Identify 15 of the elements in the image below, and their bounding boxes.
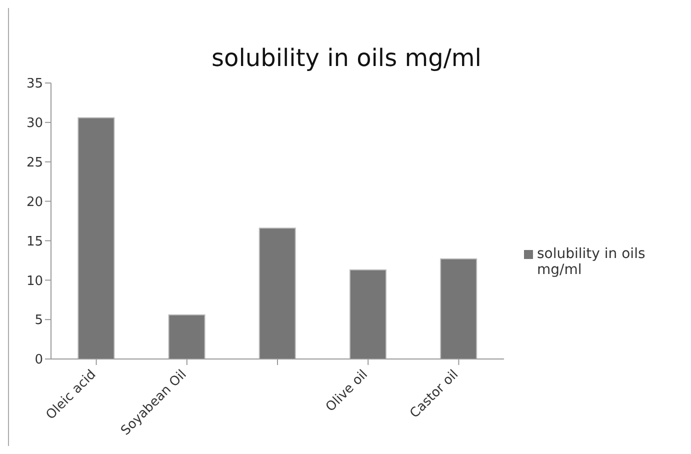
y-tick-label: 20 xyxy=(26,194,43,210)
bar xyxy=(168,314,206,359)
y-tick-label: 25 xyxy=(26,155,43,170)
chart-title: solubility in oils mg/ml xyxy=(210,43,482,74)
y-tick-label: 5 xyxy=(34,313,43,328)
bar xyxy=(78,117,115,359)
y-tick-label: 35 xyxy=(26,76,43,92)
y-tick-label: 15 xyxy=(26,234,43,250)
y-tick-label: 0 xyxy=(34,352,43,368)
bar xyxy=(258,228,296,359)
y-tick-label: 30 xyxy=(26,116,43,132)
legend-label: solubility in oils mg/ml xyxy=(537,246,646,278)
bar xyxy=(440,258,478,359)
y-tick-label: 10 xyxy=(26,274,43,289)
bar xyxy=(349,269,386,359)
